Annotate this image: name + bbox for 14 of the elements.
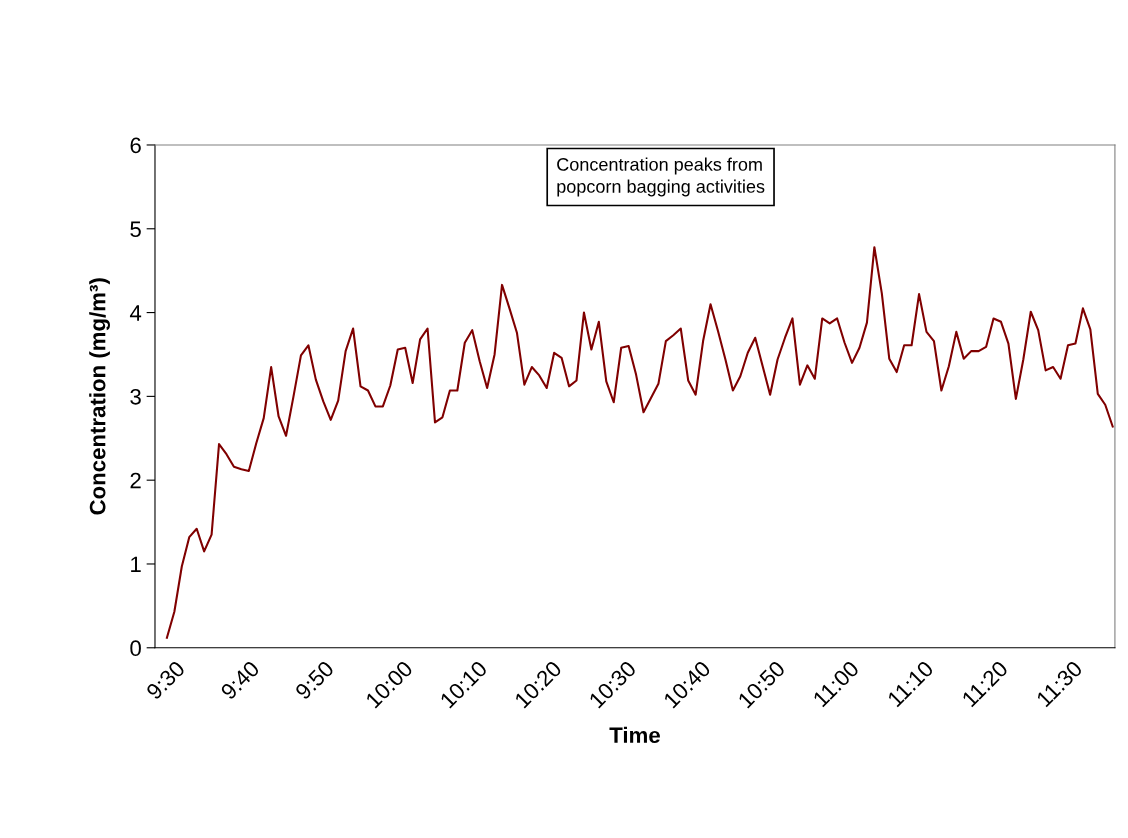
y-tick-label: 3 xyxy=(130,388,141,405)
y-tick-label: 2 xyxy=(130,472,141,489)
y-tick-label: 0 xyxy=(130,640,141,657)
x-tick-label: 9:50 xyxy=(294,659,335,701)
y-tick-label: 4 xyxy=(129,305,142,321)
annotation: Concentration peaks from popcorn bagging activities xyxy=(557,157,765,197)
x-tick-label: 9:30 xyxy=(145,659,186,701)
y-tick-label: 1 xyxy=(131,556,141,573)
line-series xyxy=(165,246,1114,639)
y-tick-label: 6 xyxy=(130,137,141,154)
y-tick-label: 5 xyxy=(130,221,141,238)
y-axis-title: Concentration (mg/m³) xyxy=(89,278,110,515)
x-tick-label: 9:40 xyxy=(219,659,261,701)
x-axis-title: Time xyxy=(609,726,660,744)
